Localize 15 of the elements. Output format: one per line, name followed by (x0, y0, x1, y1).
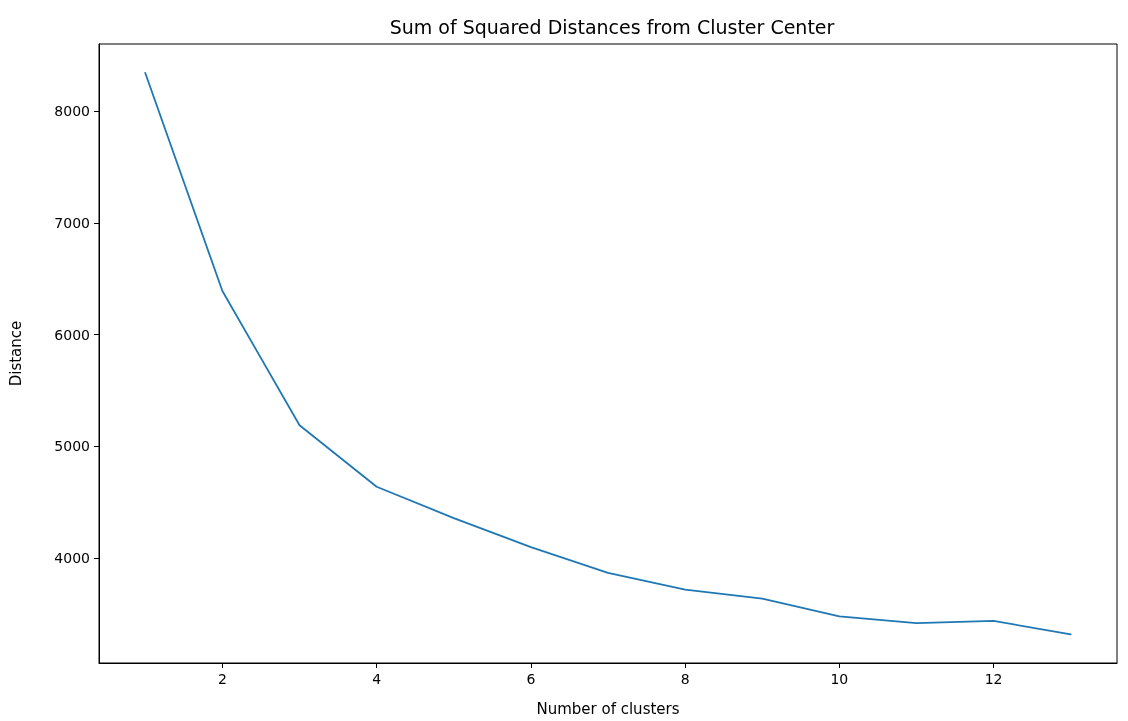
y-tick-label: 4000 (54, 550, 90, 567)
y-tick-label: 6000 (54, 326, 90, 343)
y-tick-label: 5000 (54, 438, 90, 455)
y-axis-title: Distance (6, 320, 25, 387)
x-tick-label: 4 (372, 671, 382, 687)
x-axis-title: Number of clusters (536, 699, 680, 718)
x-tick-label: 6 (526, 671, 536, 687)
chart-title: Sum of Squared Distances from Cluster Center (389, 15, 835, 38)
y-tick-label: 8000 (54, 102, 90, 119)
x-tick-label: 12 (984, 671, 1003, 687)
y-tick-label: 7000 (54, 214, 90, 231)
x-tick-label: 8 (680, 671, 690, 687)
x-tick-label: 2 (217, 671, 227, 687)
x-tick-label: 10 (830, 671, 849, 687)
line-series (144, 72, 1072, 636)
